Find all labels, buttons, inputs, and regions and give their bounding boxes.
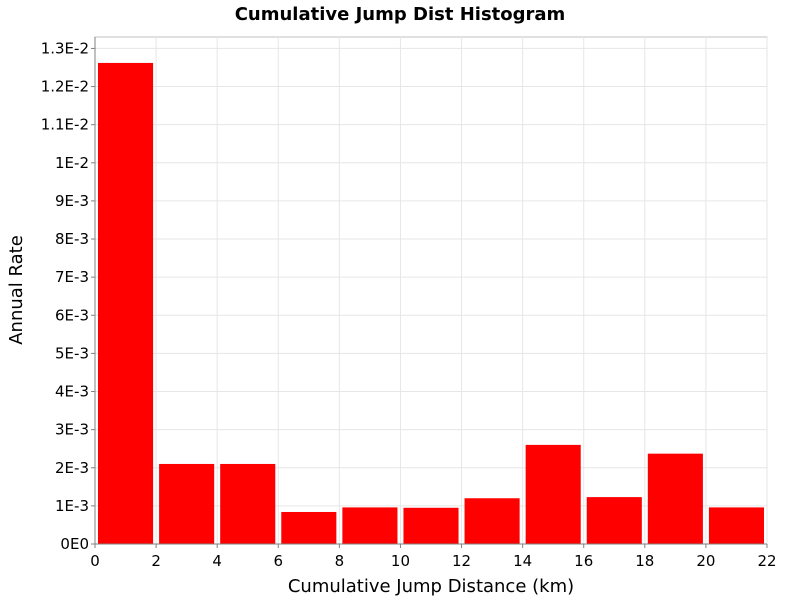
x-axis-label: Cumulative Jump Distance (km) — [288, 576, 574, 597]
y-tick-label: 0E0 — [60, 535, 89, 553]
histogram-bar — [403, 508, 458, 544]
x-tick-label: 20 — [696, 552, 715, 570]
x-tick-label: 10 — [391, 552, 410, 570]
x-tick-label: 8 — [335, 552, 345, 570]
histogram-bar — [281, 512, 336, 544]
x-tick-labels: 0 2 4 6 8 10 12 14 16 18 20 22 — [90, 552, 776, 570]
x-tick-label: 18 — [635, 552, 654, 570]
y-tick-label: 7E-3 — [55, 268, 89, 286]
y-tick-label: 1.1E-2 — [41, 116, 89, 134]
histogram-bar — [98, 63, 153, 544]
y-tick-label: 1E-2 — [55, 154, 89, 172]
y-tick-label: 3E-3 — [55, 421, 89, 439]
histogram-bar — [159, 464, 214, 544]
x-tick-label: 2 — [151, 552, 161, 570]
y-tick-label: 6E-3 — [55, 306, 89, 324]
histogram-bar — [342, 507, 397, 544]
y-tick-label: 8E-3 — [55, 230, 89, 248]
x-tick-label: 22 — [757, 552, 776, 570]
x-tick-label: 0 — [90, 552, 100, 570]
histogram-bar — [587, 497, 642, 544]
x-tick-label: 16 — [574, 552, 593, 570]
histogram-bar — [709, 507, 764, 544]
histogram-bar — [526, 445, 581, 544]
x-tick-label: 6 — [273, 552, 283, 570]
y-axis-label: Annual Rate — [6, 235, 27, 345]
y-tick-labels: 0E0 1E-3 2E-3 3E-3 4E-3 5E-3 6E-3 7E-3 8E-3 9E-3 1… — [41, 39, 89, 553]
y-tick-label: 1.2E-2 — [41, 78, 89, 96]
y-tick-label: 1.3E-2 — [41, 39, 89, 57]
y-tick-label: 1E-3 — [55, 497, 89, 515]
y-tick-label: 5E-3 — [55, 344, 89, 362]
x-tick-label: 14 — [513, 552, 532, 570]
y-tick-label: 9E-3 — [55, 192, 89, 210]
y-tick-label: 4E-3 — [55, 383, 89, 401]
histogram-bar — [465, 498, 520, 544]
x-tick-label: 12 — [452, 552, 471, 570]
x-tick-label: 4 — [212, 552, 222, 570]
y-tick-label: 2E-3 — [55, 459, 89, 477]
histogram-bar — [648, 454, 703, 544]
chart-title: Cumulative Jump Dist Histogram — [235, 4, 566, 25]
histogram-bar — [220, 464, 275, 544]
